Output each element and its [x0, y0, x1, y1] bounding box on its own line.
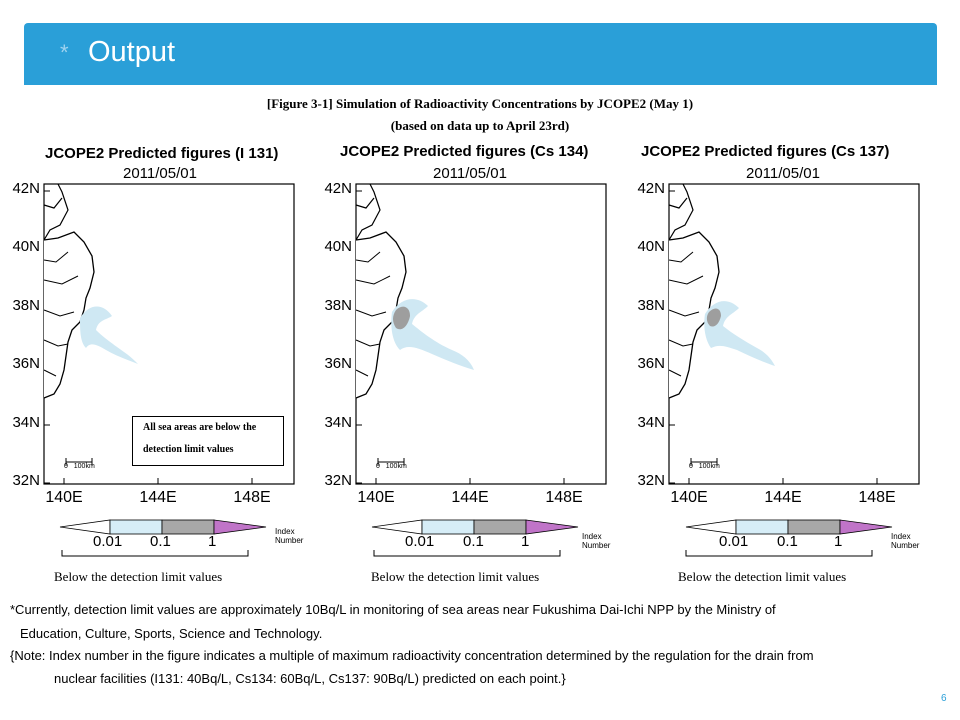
below-detection-label: Below the detection limit values [371, 569, 540, 584]
index-number-label: Index Number [275, 527, 304, 545]
legend-value: 1 [208, 533, 217, 550]
y-tick: 40N [637, 238, 665, 255]
map-heading: JCOPE2 Predicted figures (Cs 137) [641, 143, 890, 160]
y-tick: 32N [324, 472, 352, 489]
x-tick: 148E [545, 489, 583, 506]
y-tick: 38N [637, 297, 665, 314]
legend-value: 0.01 [719, 533, 749, 550]
note-line: All sea areas are below the [143, 422, 257, 433]
y-tick: 32N [12, 472, 40, 489]
y-tick: 34N [12, 414, 40, 431]
scale-bar-label: 0 100km [376, 463, 407, 470]
y-tick: 42N [324, 180, 352, 197]
x-tick: 144E [764, 489, 802, 506]
y-tick: 34N [324, 414, 352, 431]
scale-bar-label: 0 100km [64, 463, 95, 470]
below-bracket [685, 550, 873, 557]
legend-value: 0.01 [405, 533, 435, 550]
bullet-icon: * [60, 40, 69, 65]
x-tick: 144E [451, 489, 489, 506]
index-number-label: Index Number [582, 532, 611, 550]
legend-value: 1 [834, 533, 843, 550]
y-tick: 32N [637, 472, 665, 489]
map-heading: JCOPE2 Predicted figures (I 131) [45, 145, 279, 162]
page-number: 6 [941, 693, 947, 704]
figure-subtitle: (based on data up to April 23rd) [390, 118, 570, 133]
y-tick: 36N [12, 355, 40, 372]
x-tick: 148E [233, 489, 271, 506]
color-scale-bar [59, 519, 267, 535]
map-plot [668, 183, 920, 485]
x-tick: 148E [858, 489, 896, 506]
map-plot [355, 183, 607, 485]
x-tick: 140E [45, 489, 83, 506]
footnote-line: Education, Culture, Sports, Science and … [20, 626, 323, 641]
index-number-label: Index Number [891, 532, 920, 550]
legend-value: 1 [521, 533, 530, 550]
y-tick: 34N [637, 414, 665, 431]
color-scale-bar [685, 519, 893, 535]
legend-value: 0.01 [93, 533, 123, 550]
below-detection-label: Below the detection limit values [54, 569, 223, 584]
x-tick: 144E [139, 489, 177, 506]
figure-title: [Figure 3-1] Simulation of Radioactivity… [266, 96, 694, 111]
y-tick: 38N [324, 297, 352, 314]
color-scale-bar [371, 519, 579, 535]
legend-value: 0.1 [463, 533, 484, 550]
below-bracket [61, 550, 249, 557]
y-tick: 42N [12, 180, 40, 197]
y-tick: 40N [12, 238, 40, 255]
x-tick: 140E [357, 489, 395, 506]
y-tick: 40N [324, 238, 352, 255]
footnote-line: *Currently, detection limit values are a… [10, 602, 776, 617]
footnote-line: nuclear facilities (I131: 40Bq/L, Cs134:… [54, 671, 566, 686]
y-tick: 36N [637, 355, 665, 372]
map-heading: JCOPE2 Predicted figures (Cs 134) [340, 143, 589, 160]
footnote-line: {Note: Index number in the figure indica… [10, 648, 814, 663]
note-line: detection limit values [143, 444, 234, 455]
scale-bar-label: 0 100km [689, 463, 720, 470]
below-detection-label: Below the detection limit values [678, 569, 847, 584]
y-tick: 42N [637, 180, 665, 197]
below-bracket [373, 550, 561, 557]
slide-title: Output [88, 36, 176, 68]
slide-header: * Output [24, 23, 937, 85]
y-tick: 38N [12, 297, 40, 314]
y-tick: 36N [324, 355, 352, 372]
map-date: 2011/05/01 [433, 165, 507, 182]
x-tick: 140E [670, 489, 708, 506]
legend-value: 0.1 [150, 533, 171, 550]
detection-note-box: All sea areas are below the detection li… [132, 416, 284, 466]
map-date: 2011/05/01 [746, 165, 820, 182]
legend-value: 0.1 [777, 533, 798, 550]
map-date: 2011/05/01 [123, 165, 197, 182]
